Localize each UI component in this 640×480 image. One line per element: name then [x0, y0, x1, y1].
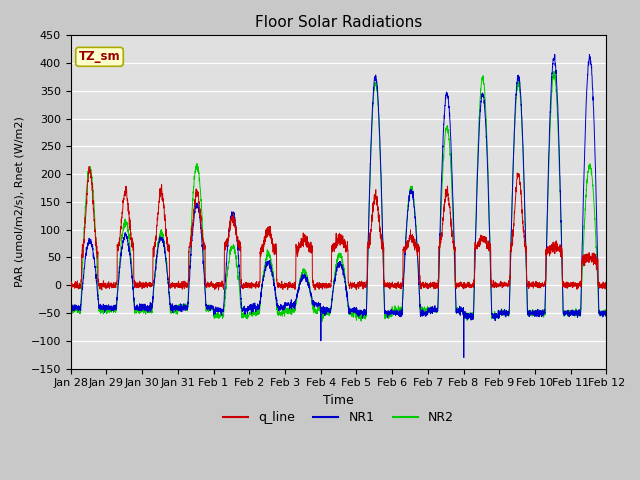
NR2: [552, 83, 559, 88]
q_line: [552, 240, 559, 245]
Y-axis label: PAR (umol/m2/s), Rnet (W/m2): PAR (umol/m2/s), Rnet (W/m2): [15, 117, 25, 288]
NR2: [550, 68, 558, 74]
NR2: [216, 313, 224, 319]
NR1: [390, 311, 398, 316]
NR1: [551, 51, 559, 57]
q_line: [85, 164, 93, 169]
q_line: [602, 281, 610, 287]
NR2: [67, 307, 74, 313]
NR1: [216, 308, 224, 314]
Text: TZ_sm: TZ_sm: [79, 50, 120, 63]
NR2: [602, 311, 610, 316]
NR1: [67, 305, 74, 311]
Title: Floor Solar Radiations: Floor Solar Radiations: [255, 15, 422, 30]
NR1: [460, 355, 467, 360]
NR2: [602, 311, 610, 316]
NR2: [317, 318, 325, 324]
NR2: [391, 308, 399, 313]
NR1: [602, 312, 610, 317]
Legend: q_line, NR1, NR2: q_line, NR1, NR2: [218, 406, 460, 429]
q_line: [401, 246, 408, 252]
NR1: [400, 271, 408, 276]
Line: NR2: NR2: [70, 71, 606, 321]
q_line: [67, 283, 74, 288]
q_line: [214, 287, 222, 293]
NR2: [400, 267, 408, 273]
q_line: [602, 282, 610, 288]
NR2: [182, 304, 189, 310]
NR1: [602, 312, 610, 318]
NR1: [552, 67, 559, 73]
X-axis label: Time: Time: [323, 394, 354, 407]
NR1: [182, 305, 189, 311]
q_line: [391, 281, 399, 287]
q_line: [182, 281, 189, 287]
Line: q_line: q_line: [70, 167, 606, 290]
Line: NR1: NR1: [70, 54, 606, 358]
q_line: [217, 281, 225, 287]
